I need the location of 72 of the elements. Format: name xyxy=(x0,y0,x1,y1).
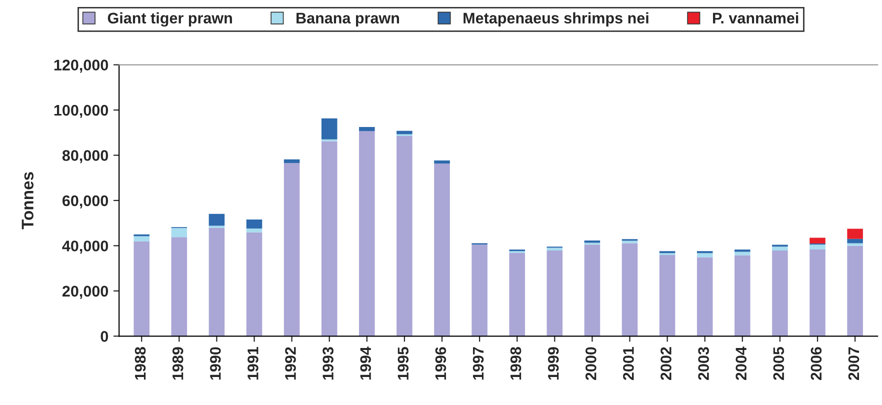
bar xyxy=(134,241,150,336)
bar xyxy=(509,252,525,336)
x-tick-label: 1992 xyxy=(285,347,296,380)
bar xyxy=(396,130,412,134)
bar xyxy=(772,246,788,250)
x-tick-label: 1991 xyxy=(248,346,258,380)
bar xyxy=(734,252,750,256)
bar xyxy=(134,236,150,242)
bar xyxy=(246,232,262,336)
bar xyxy=(171,237,188,336)
x-tick-label: 1989 xyxy=(172,347,184,380)
x-tick-label: 2000 xyxy=(585,347,596,380)
y-tick-label: 80,000 xyxy=(62,150,108,164)
x-tick-label: 2005 xyxy=(773,346,784,380)
bar xyxy=(734,255,750,336)
bar xyxy=(810,244,826,250)
bar xyxy=(171,228,188,238)
bar xyxy=(208,214,225,226)
x-tick-label: 2007 xyxy=(848,347,860,380)
bar xyxy=(246,219,262,229)
bar xyxy=(359,131,375,336)
x-tick-label: 1994 xyxy=(360,346,372,380)
bar xyxy=(284,162,300,336)
x-tick-label: 2002 xyxy=(660,347,672,380)
y-tick-label: 0 xyxy=(100,331,108,342)
bar xyxy=(472,244,488,336)
bar xyxy=(847,246,863,336)
bar xyxy=(659,254,676,336)
x-tick-label: 2004 xyxy=(736,346,747,380)
x-tick-label: 1999 xyxy=(548,347,559,380)
y-tick-label: 100,000 xyxy=(54,104,108,118)
x-tick-label: 2001 xyxy=(623,346,634,380)
x-tick-label: 1993 xyxy=(322,347,334,380)
bar xyxy=(321,118,338,140)
bar xyxy=(847,243,863,246)
bar xyxy=(208,228,225,336)
legend-label: Giant tiger prawn xyxy=(108,12,232,27)
bar xyxy=(810,238,826,244)
bar xyxy=(847,228,863,239)
y-tick-label: 20,000 xyxy=(62,286,108,299)
bar xyxy=(321,141,338,336)
legend-label: Banana prawn xyxy=(296,12,400,27)
x-tick-label: 2006 xyxy=(810,347,822,380)
x-tick-label: 1990 xyxy=(210,347,221,380)
bar xyxy=(696,257,713,336)
x-tick-label: 1988 xyxy=(134,347,146,380)
y-axis-title: Tonnes xyxy=(22,172,34,230)
bar xyxy=(584,244,600,336)
bar xyxy=(810,250,826,336)
bar xyxy=(284,159,300,163)
bar xyxy=(546,250,563,336)
x-tick-label: 1995 xyxy=(398,346,409,380)
legend-label: P. vannamei xyxy=(713,12,798,24)
x-tick-label: 1997 xyxy=(472,347,484,380)
y-tick-label: 40,000 xyxy=(62,240,108,254)
bar xyxy=(696,253,713,258)
x-tick-label: 1998 xyxy=(510,347,522,380)
bar xyxy=(622,243,638,336)
bar xyxy=(359,126,375,132)
bar xyxy=(434,164,450,336)
bar xyxy=(246,228,262,232)
bar xyxy=(434,160,450,164)
bar xyxy=(772,250,788,336)
bar xyxy=(622,240,638,244)
bar xyxy=(847,238,863,244)
legend-label: Metapenaeus shrimps nei xyxy=(464,12,648,27)
bar xyxy=(546,248,563,250)
x-tick-label: 1996 xyxy=(435,347,446,380)
y-tick-label: 60,000 xyxy=(62,195,108,208)
x-tick-label: 2003 xyxy=(698,347,709,380)
bar xyxy=(396,136,412,336)
y-tick-label: 120,000 xyxy=(54,60,108,73)
